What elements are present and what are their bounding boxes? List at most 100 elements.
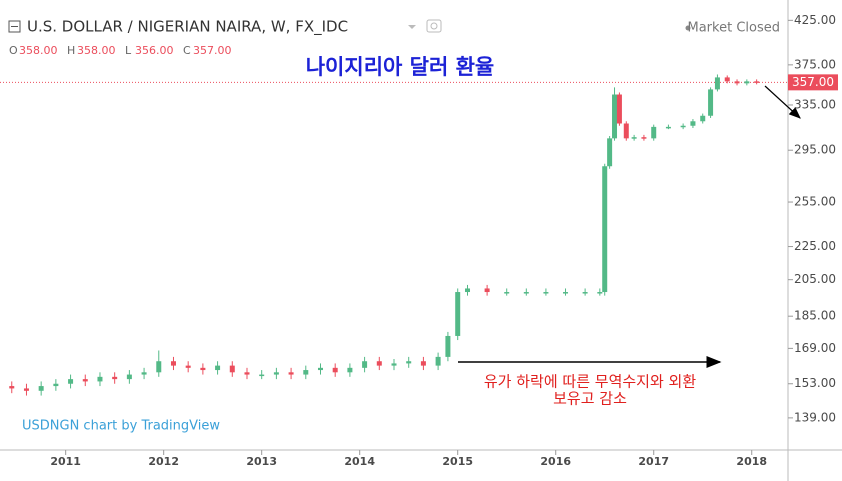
candle-body	[332, 367, 338, 373]
candle-body	[623, 123, 629, 139]
candle-body	[435, 356, 441, 366]
candle-body	[406, 361, 412, 364]
candle-body	[543, 292, 549, 294]
chart-title: 나이지리아 달러 환율	[306, 55, 495, 79]
y-tick-label: 335.00	[794, 97, 836, 111]
candle-body	[141, 372, 147, 375]
candle-body	[23, 388, 29, 391]
candle-body	[714, 77, 720, 90]
watermark: USDNGN chart by TradingView	[22, 419, 220, 434]
trend-arrow	[764, 85, 801, 119]
candle-body	[420, 361, 426, 366]
y-tick-label: 185.00	[794, 309, 836, 323]
candle-body	[112, 376, 118, 380]
candle-body	[185, 365, 191, 368]
candle-body	[602, 166, 608, 293]
candle-body	[690, 121, 696, 126]
ohlc-key: H	[67, 44, 75, 57]
ohlc-key: C	[183, 44, 191, 57]
candle-body	[200, 367, 206, 371]
last-price-label: 357.00	[792, 75, 834, 89]
y-tick-label: 255.00	[794, 195, 836, 209]
candle-body	[126, 374, 132, 380]
x-tick-label: 2016	[540, 455, 571, 468]
candle-body	[215, 365, 221, 371]
camera-icon[interactable]	[426, 19, 442, 33]
candle-body	[523, 292, 529, 294]
y-tick-label: 225.00	[794, 239, 836, 253]
ohlc-key: O	[9, 44, 18, 57]
candle-body	[607, 138, 613, 167]
candle-body	[82, 379, 88, 382]
candle-body	[97, 376, 103, 382]
candle-body	[68, 379, 74, 384]
y-tick-label: 205.00	[794, 272, 836, 286]
ohlc-value: 356.00	[135, 44, 174, 57]
symbol-title: U.S. DOLLAR / NIGERIAN NAIRA, W, FX_IDC	[27, 18, 348, 37]
x-tick-label: 2015	[442, 455, 473, 468]
x-tick-label: 2017	[638, 455, 669, 468]
candle-body	[582, 292, 588, 294]
ohlc-key: L	[125, 44, 132, 57]
y-tick-label: 295.00	[794, 143, 836, 157]
candle-body	[504, 292, 510, 294]
camera-lens	[430, 22, 438, 30]
candle-body	[38, 386, 44, 391]
x-tick-label: 2018	[736, 455, 767, 468]
annotation: 보유고 감소	[553, 390, 627, 408]
candle-body	[303, 370, 309, 375]
candle-body	[754, 81, 760, 83]
x-tick-label: 2012	[148, 455, 179, 468]
candle-body	[347, 367, 353, 373]
last-price-box	[788, 74, 838, 91]
ohlc-value: 358.00	[19, 44, 58, 57]
candle-body	[465, 288, 471, 293]
dropdown-icon[interactable]	[408, 25, 416, 29]
candle-body	[229, 365, 235, 373]
candle-body	[455, 292, 461, 336]
ohlc-legend: O 358.00 H 358.00 L 356.00 C 357.00	[9, 44, 232, 57]
market-status: Market Closed	[688, 21, 781, 36]
candle-body	[708, 89, 714, 116]
annotation: 유가 하락에 따른 무역수지와 외환	[484, 373, 696, 391]
candle-body	[244, 372, 250, 375]
candle-body	[53, 383, 59, 387]
candle-body	[273, 372, 279, 375]
plot	[0, 74, 788, 396]
candle-body	[616, 94, 622, 124]
candle-body	[362, 361, 368, 368]
candle-body	[680, 125, 686, 128]
candle-body	[317, 367, 323, 371]
candle-body	[724, 77, 730, 82]
candle-body	[700, 115, 706, 122]
candle-body	[288, 372, 294, 375]
y-tick-label: 375.00	[794, 57, 836, 71]
x-tick-label: 2014	[344, 455, 375, 468]
candle-body	[156, 361, 162, 373]
candle-body	[170, 361, 176, 366]
candle-body	[744, 81, 750, 84]
candle-body	[563, 292, 569, 294]
candle-body	[445, 335, 451, 357]
y-tick-label: 425.00	[794, 13, 836, 27]
candle-body	[597, 292, 603, 294]
y-tick-label: 169.00	[794, 341, 836, 355]
y-tick-label: 153.00	[794, 376, 836, 390]
ohlc-value: 357.00	[193, 44, 232, 57]
ohlc-value: 358.00	[77, 44, 116, 57]
x-tick-label: 2013	[246, 455, 277, 468]
candle-body	[612, 94, 618, 139]
collapse-icon[interactable]	[8, 20, 21, 33]
candle-body	[651, 126, 657, 139]
candle-body	[376, 361, 382, 366]
x-tick-label: 2011	[50, 455, 81, 468]
candle-body	[665, 126, 671, 129]
candle-body	[391, 363, 397, 366]
candle-body	[734, 81, 740, 84]
status-dot	[685, 25, 691, 31]
candle-body	[641, 137, 647, 139]
candle-body	[484, 288, 490, 293]
y-tick-label: 139.00	[794, 410, 836, 424]
